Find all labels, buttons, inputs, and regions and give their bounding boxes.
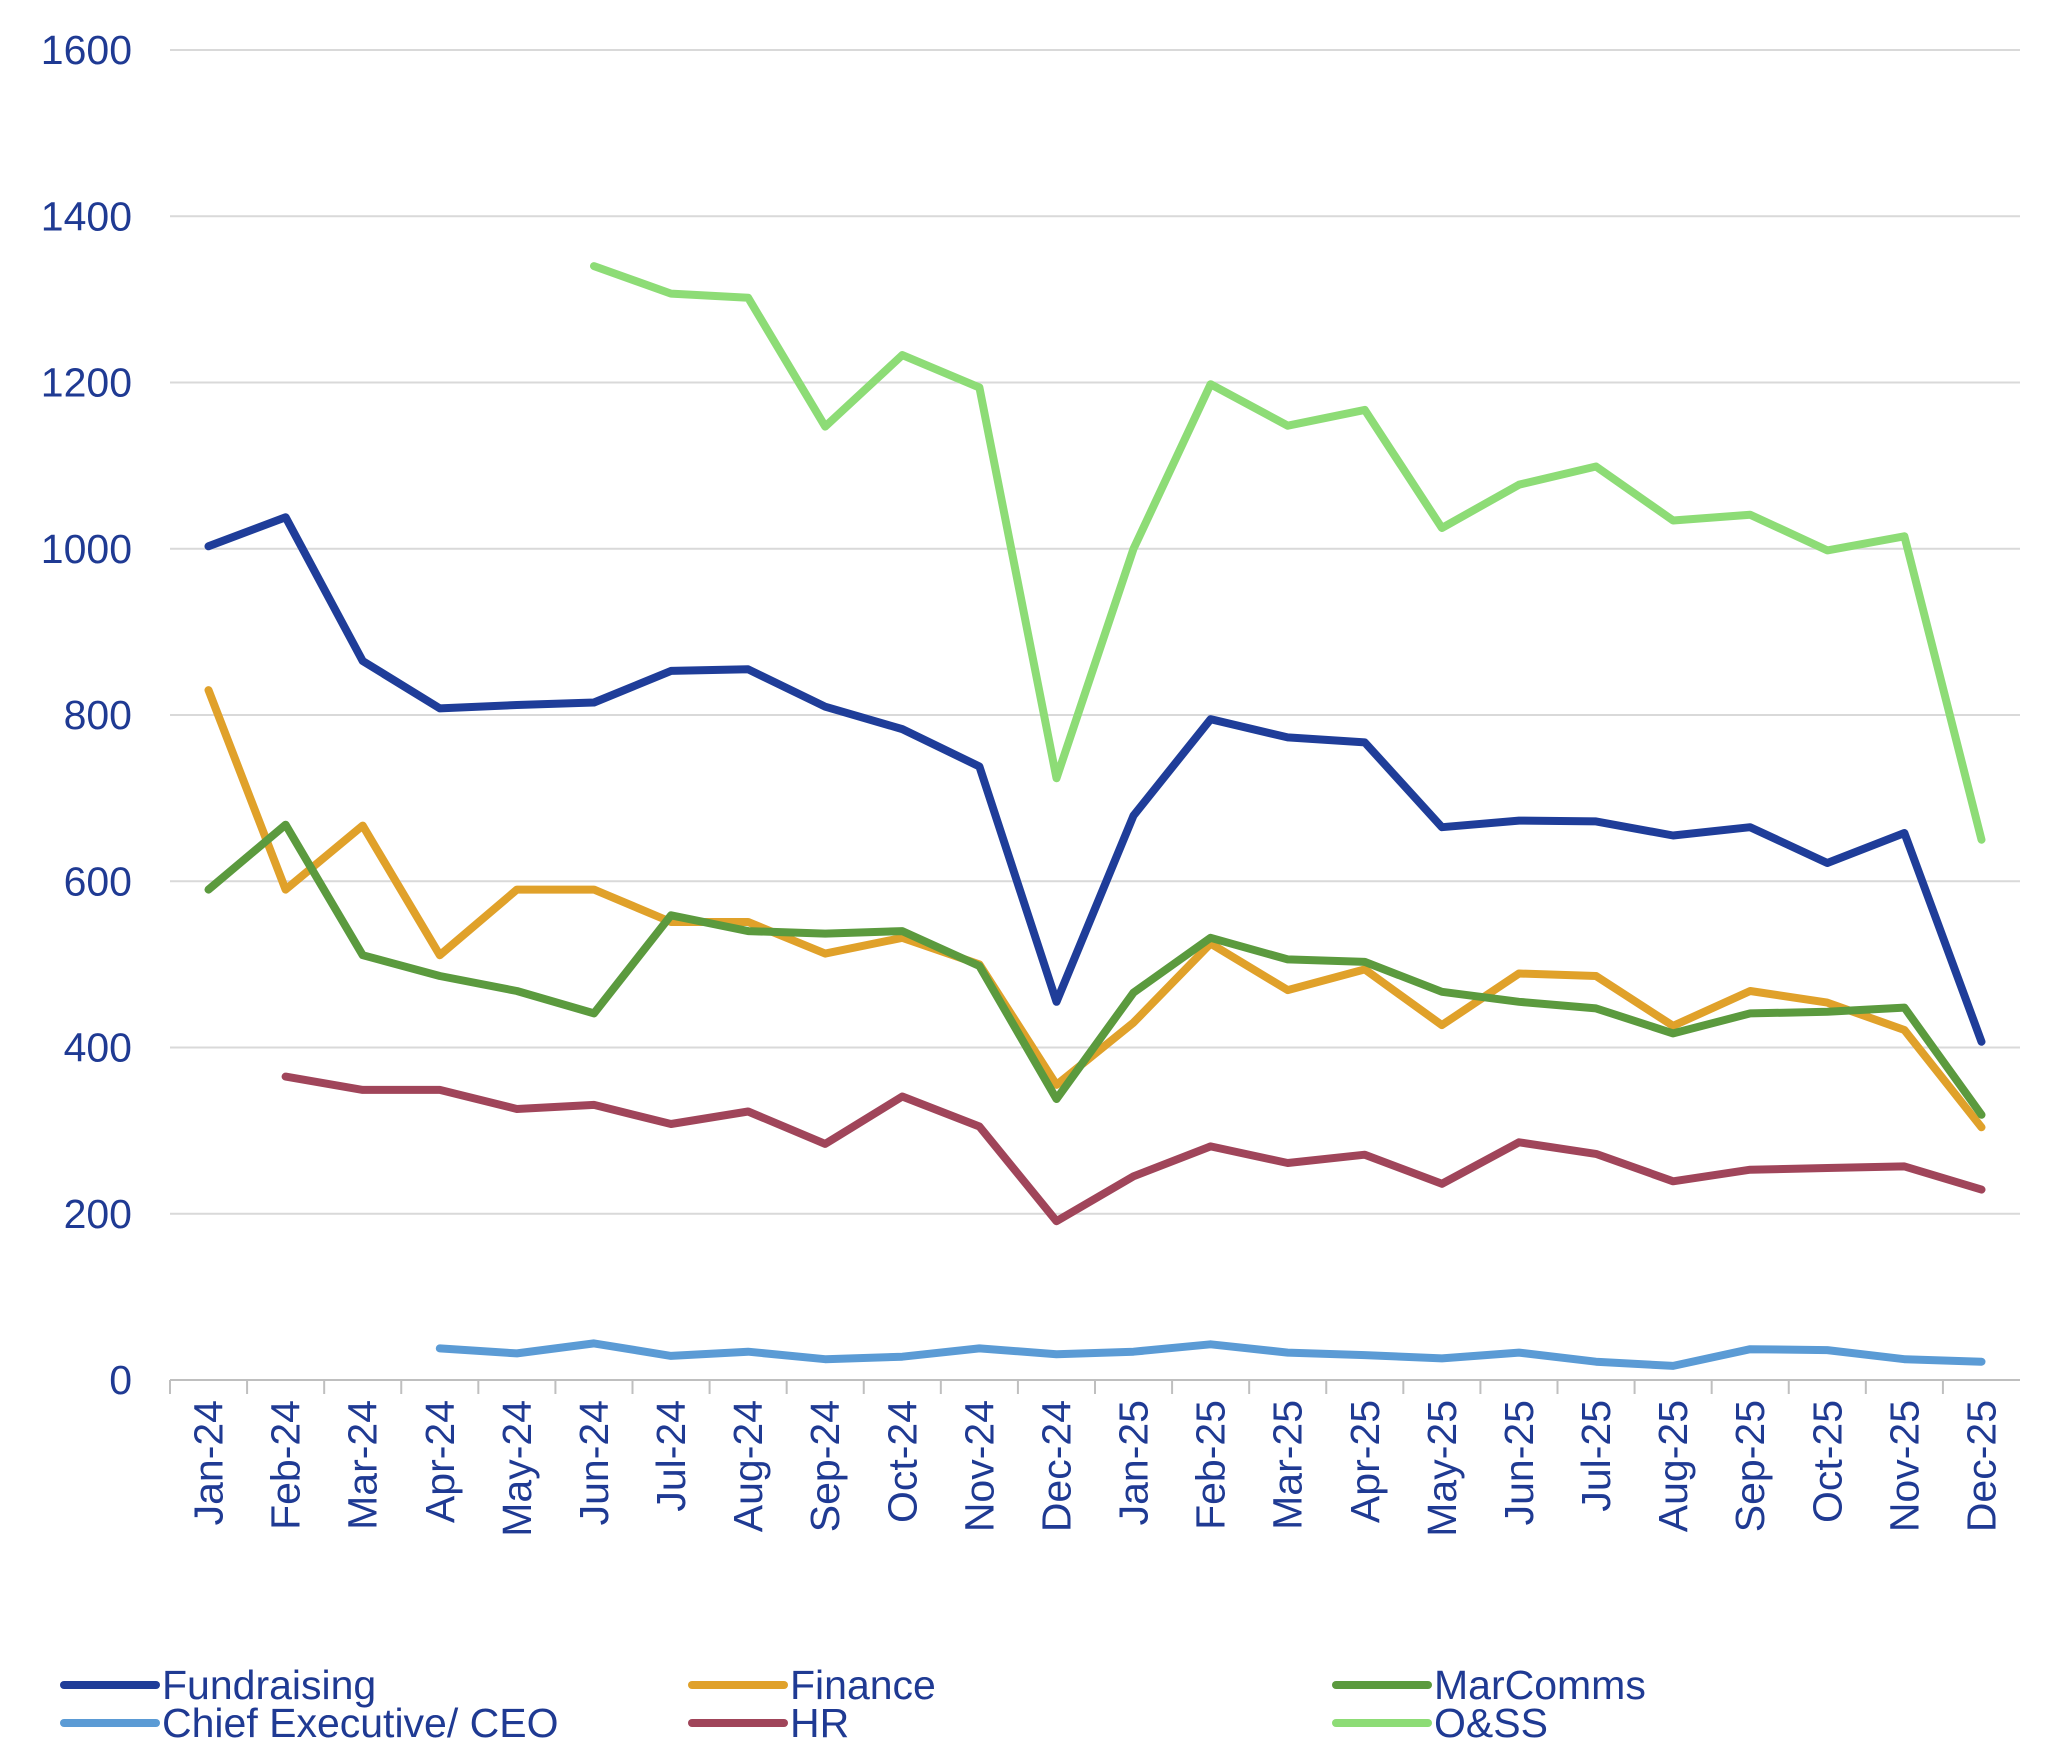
y-tick-label: 800 <box>64 692 132 738</box>
legend-label-finance: Finance <box>790 1662 936 1708</box>
legend-label-oss: O&SS <box>1434 1700 1548 1746</box>
x-tick-label: Apr-25 <box>1342 1400 1388 1523</box>
series-line-marcomms[interactable] <box>204 820 1986 1119</box>
y-tick-label: 1000 <box>41 526 132 572</box>
x-tick-label: Feb-25 <box>1188 1400 1234 1530</box>
x-tick-label: Apr-24 <box>417 1400 463 1523</box>
series-line-finance[interactable] <box>204 686 1986 1132</box>
legend-item-chief-executive[interactable]: Chief Executive/ CEO <box>60 1700 559 1746</box>
x-tick-label: Dec-25 <box>1958 1400 2004 1532</box>
series-lines <box>204 262 1986 1370</box>
legend-item-marcomms[interactable]: MarComms <box>1332 1662 1646 1708</box>
x-tick-label: Aug-24 <box>725 1400 771 1532</box>
x-tick-label: Mar-25 <box>1265 1400 1311 1530</box>
legend-label-hr: HR <box>790 1700 850 1746</box>
y-tick-label: 1400 <box>41 193 132 239</box>
x-tick-label: Nov-25 <box>1881 1400 1927 1532</box>
legend-swatch-chief-executive <box>60 1719 160 1727</box>
legend: Fundraising Finance MarComms Chief Execu… <box>0 1665 2047 1747</box>
x-tick-label: Feb-24 <box>263 1400 309 1530</box>
legend-swatch-fundraising <box>60 1681 160 1689</box>
legend-item-finance[interactable]: Finance <box>688 1662 936 1708</box>
y-tick-label: 200 <box>64 1191 132 1237</box>
y-axis-tick-labels: 0 200 400 600 800 1000 1200 1400 1600 <box>41 27 132 1403</box>
x-tick-label: Aug-25 <box>1650 1400 1696 1532</box>
legend-item-fundraising[interactable]: Fundraising <box>60 1662 377 1708</box>
series-line-o-ss[interactable] <box>590 262 1986 844</box>
y-tick-label: 400 <box>64 1025 132 1071</box>
legend-swatch-marcomms <box>1332 1681 1432 1689</box>
legend-swatch-hr <box>688 1719 788 1727</box>
x-tick-label: Jul-24 <box>648 1400 694 1512</box>
legend-label-marcomms: MarComms <box>1434 1662 1646 1708</box>
x-tick-label: Mar-24 <box>340 1400 386 1530</box>
y-tick-label: 600 <box>64 858 132 904</box>
x-tick-label: May-25 <box>1419 1400 1465 1537</box>
series-line-chief-executive-ceo[interactable] <box>435 1339 1986 1370</box>
x-tick-label: Oct-24 <box>879 1400 925 1523</box>
y-tick-label: 1200 <box>41 360 132 406</box>
x-tick-label: Dec-24 <box>1033 1400 1079 1532</box>
legend-swatch-finance <box>688 1681 788 1689</box>
x-tick-label: Nov-24 <box>956 1400 1002 1532</box>
x-tick-label: Sep-24 <box>802 1400 848 1532</box>
legend-item-hr[interactable]: HR <box>688 1700 850 1746</box>
x-tick-label: Jan-25 <box>1111 1400 1157 1525</box>
y-tick-label: 0 <box>109 1357 132 1403</box>
x-tick-label: Jan-24 <box>186 1400 232 1525</box>
series-line-fundraising[interactable] <box>204 513 1986 1046</box>
legend-item-oss[interactable]: O&SS <box>1332 1700 1548 1746</box>
x-tick-label: May-24 <box>494 1400 540 1537</box>
x-tick-label: Jun-24 <box>571 1400 617 1525</box>
y-tick-label: 1600 <box>41 27 132 73</box>
gridlines <box>169 49 2020 1394</box>
x-axis-tick-labels: Jan-24 Feb-24 Mar-24 Apr-24 May-24 Jun-24 Jul-… <box>186 1400 2005 1537</box>
legend-label-fundraising: Fundraising <box>162 1662 377 1708</box>
x-tick-label: Oct-25 <box>1804 1400 1850 1523</box>
x-tick-label: Sep-25 <box>1727 1400 1773 1532</box>
x-tick-label: Jun-25 <box>1496 1400 1542 1525</box>
legend-swatch-oss <box>1332 1719 1432 1727</box>
x-tick-label: Jul-25 <box>1573 1400 1619 1512</box>
legend-label-chief-executive: Chief Executive/ CEO <box>162 1700 559 1746</box>
series-line-hr[interactable] <box>281 1072 1986 1226</box>
